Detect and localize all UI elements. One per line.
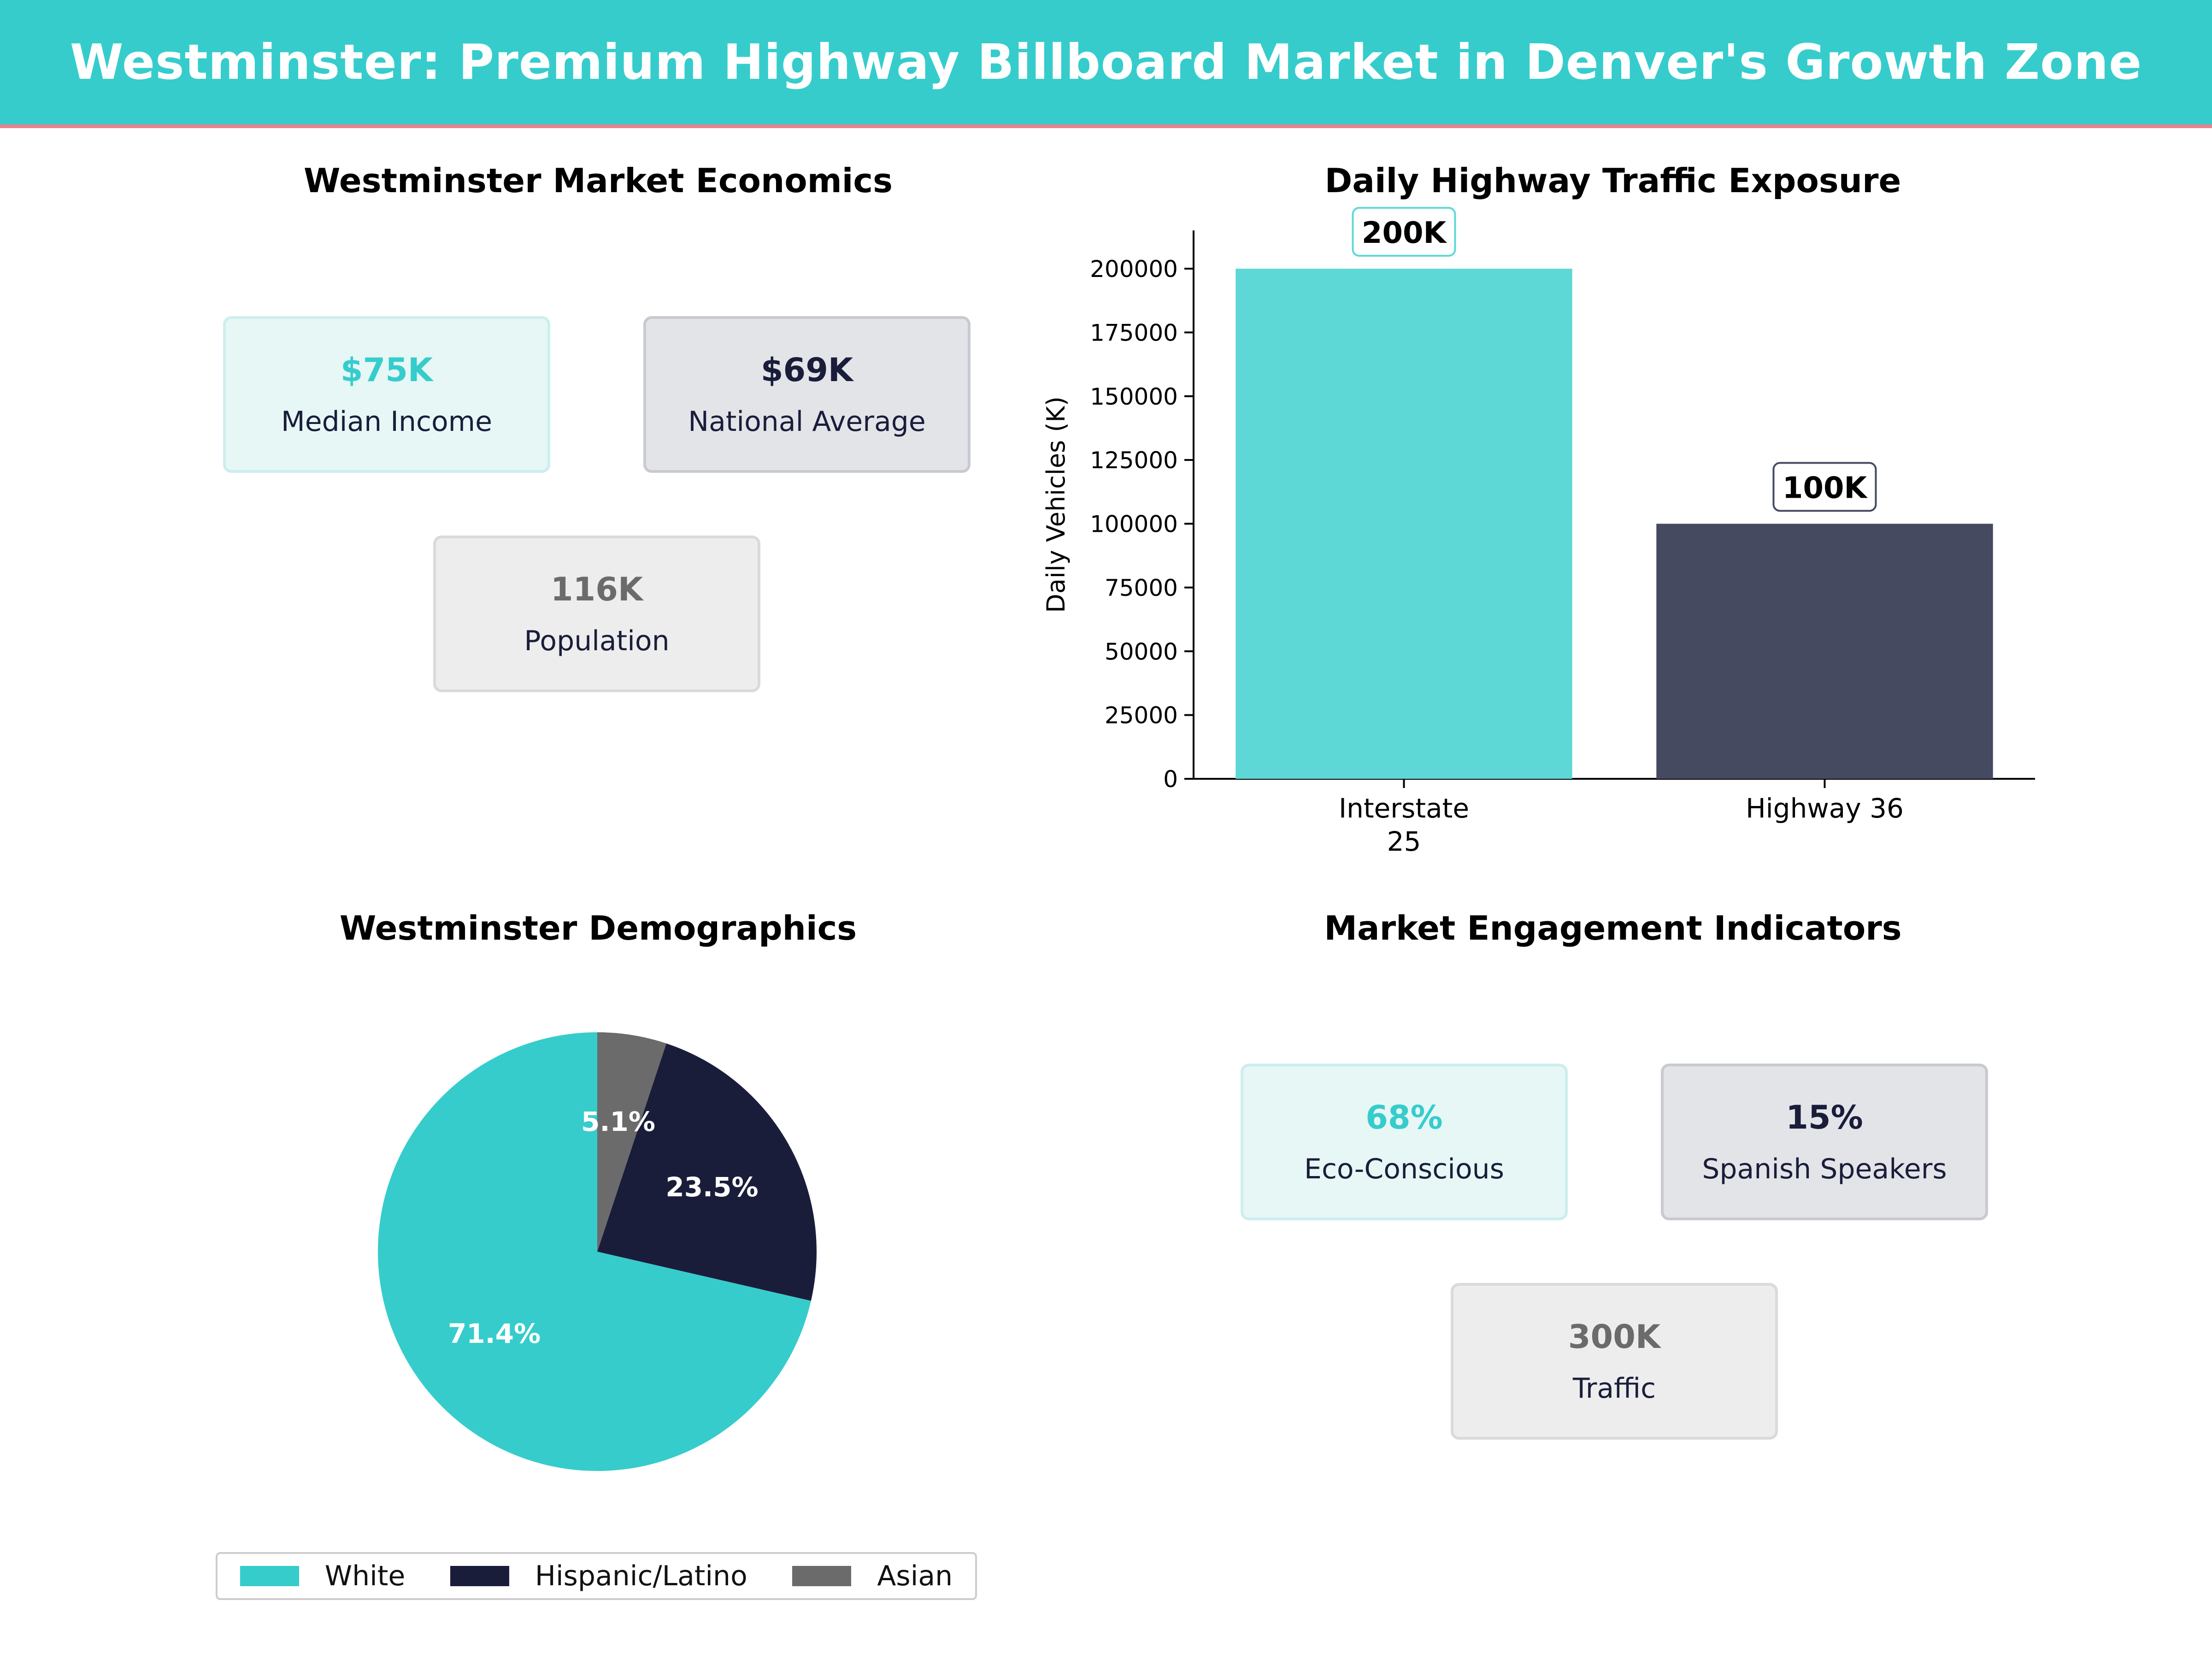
card-value: $69K: [760, 351, 853, 389]
data-label-box: [1772, 462, 1877, 512]
x-tick-label: Interstate: [1339, 793, 1469, 824]
demographics-title: Westminster Demographics: [339, 909, 857, 947]
card-value: $75K: [340, 351, 433, 389]
population-card: 116K Population: [433, 535, 760, 692]
legend-item-white: White: [240, 1560, 405, 1592]
card-value: 300K: [1568, 1318, 1661, 1356]
card-value: 116K: [550, 571, 643, 608]
pie-value-label: 5.1%: [581, 1106, 655, 1137]
y-tick-label: 25000: [1105, 702, 1178, 729]
card-value: 68%: [1365, 1099, 1443, 1136]
card-value: 15%: [1786, 1099, 1863, 1136]
traffic-chart-title: Daily Highway Traffic Exposure: [1324, 161, 1901, 200]
y-tick-label: 50000: [1105, 638, 1178, 665]
legend-label: Hispanic/Latino: [535, 1560, 747, 1592]
y-tick-label: 150000: [1090, 383, 1178, 410]
legend-label: Asian: [877, 1560, 953, 1592]
y-axis-label: Daily Vehicles (K): [1041, 396, 1071, 613]
page-title: Westminster: Premium Highway Billboard M…: [70, 34, 2142, 90]
bar: [1656, 524, 1993, 779]
x-tick-label: 25: [1387, 826, 1421, 857]
bar: [1235, 269, 1572, 779]
legend-swatch: [240, 1566, 299, 1586]
demographics-pie-chart: 71.4% 23.5% 5.1%: [378, 1032, 817, 1471]
card-label: Spanish Speakers: [1702, 1153, 1947, 1185]
card-label: National Average: [688, 406, 926, 438]
y-tick-label: 200000: [1090, 256, 1178, 282]
x-tick-label: Highway 36: [1746, 793, 1904, 824]
data-label: 200K: [1362, 216, 1447, 250]
eco-conscious-card: 68% Eco-Conscious: [1241, 1064, 1568, 1220]
data-label-box: [1352, 207, 1456, 257]
traffic-card: 300K Traffic: [1451, 1283, 1778, 1440]
legend-label: White: [324, 1560, 406, 1592]
pie-slice: [378, 1032, 811, 1471]
pie-legend: White Hispanic/Latino Asian: [216, 1552, 977, 1600]
pie-value-label: 23.5%: [665, 1171, 758, 1203]
pie-value-label: 71.4%: [448, 1318, 541, 1349]
pie-slice: [597, 1043, 817, 1301]
data-label: 100K: [1783, 471, 1868, 506]
legend-swatch: [792, 1566, 852, 1586]
title-banner: Westminster: Premium Highway Billboard M…: [0, 0, 2212, 128]
y-tick-label: 0: [1163, 766, 1178, 793]
pie-slice: [597, 1032, 666, 1252]
y-tick-label: 75000: [1105, 575, 1178, 601]
engagement-title: Market Engagement Indicators: [1324, 909, 1902, 947]
y-tick-label: 100000: [1090, 511, 1178, 538]
y-tick-label: 125000: [1090, 447, 1178, 474]
card-label: Median Income: [281, 406, 493, 438]
legend-item-asian: Asian: [792, 1560, 953, 1592]
card-label: Traffic: [1572, 1372, 1656, 1405]
legend-item-hispanic-latino: Hispanic/Latino: [450, 1560, 747, 1592]
median-income-card: $75K Median Income: [223, 316, 550, 473]
card-label: Population: [524, 625, 670, 657]
legend-swatch: [450, 1566, 509, 1586]
national-average-card: $69K National Average: [643, 316, 971, 473]
traffic-bar-chart: 0 25000 50000 75000 100000 125000 150000 175000…: [1041, 207, 2035, 857]
economics-title: Westminster Market Economics: [304, 161, 893, 200]
y-tick-label: 175000: [1090, 319, 1178, 346]
spanish-speakers-card: 15% Spanish Speakers: [1661, 1064, 1988, 1220]
card-label: Eco-Conscious: [1304, 1153, 1504, 1185]
